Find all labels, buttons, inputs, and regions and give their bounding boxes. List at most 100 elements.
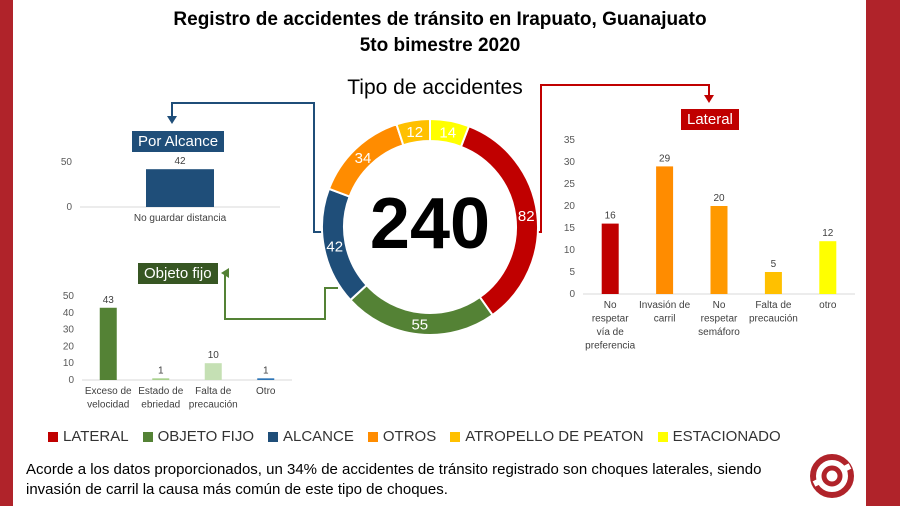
- arrow-head-objeto: [221, 268, 229, 278]
- legend: LATERAL OBJETO FIJO ALCANCE OTROS ATROPELLO …: [48, 428, 781, 445]
- connector-lateral: [530, 84, 710, 233]
- bar-3: [764, 272, 782, 294]
- bar-value-label-0: 43: [103, 295, 115, 306]
- bar-value-label-4: 12: [822, 228, 834, 239]
- y-tick-label: 0: [68, 375, 74, 386]
- category-label-2: respetar: [701, 314, 738, 325]
- category-label-2: precaución: [189, 400, 238, 411]
- bar-value-label-1: 29: [659, 153, 671, 164]
- bar-0: [99, 307, 117, 380]
- category-label-3: Falta de: [755, 300, 792, 311]
- bar-value-label-3: 5: [771, 259, 777, 270]
- y-tick-label: 40: [63, 308, 75, 319]
- category-label-0: velocidad: [87, 400, 129, 411]
- summary-note: Acorde a los datos proporcionados, un 34…: [26, 461, 762, 498]
- bar-value-label-0: 16: [605, 211, 617, 222]
- bar-1: [656, 166, 674, 294]
- legend-swatch: [367, 431, 378, 442]
- donut-chart: 82 55 42 34 12 14: [321, 117, 539, 336]
- bar-3: [257, 378, 275, 380]
- legend-label: ESTACIONADO: [672, 428, 781, 445]
- donut-slice-label-2: 42: [326, 238, 343, 255]
- category-label-1: Invasión de: [639, 300, 691, 311]
- category-label-2: No: [713, 300, 726, 311]
- bar-2: [204, 363, 222, 380]
- label-objeto-fijo: Objeto fijo: [138, 263, 218, 284]
- legend-item-2: ALCANCE: [268, 428, 354, 445]
- legend-item-3: OTROS: [367, 428, 437, 445]
- legend-swatch: [657, 431, 668, 442]
- donut-slice-label-4: 12: [406, 124, 423, 141]
- legend-label: OBJETO FIJO: [157, 428, 254, 445]
- category-label-4: otro: [819, 300, 837, 311]
- y-tick-label: 20: [564, 201, 576, 212]
- y-tick-label: 10: [63, 358, 75, 369]
- bar-value-label-2: 20: [713, 193, 725, 204]
- bar-chart-objeto: 0 10 20 30 40 50 43 Exceso de velocidad 1 Estado d…: [63, 291, 292, 411]
- bar-chart-alcance: 0 50 42 No guardar distancia: [61, 156, 280, 224]
- bar-1: [152, 378, 170, 380]
- bar-value-label-3: 1: [263, 365, 269, 376]
- legend-swatch: [48, 431, 58, 442]
- category-label-0: vía de: [597, 327, 625, 338]
- category-label-0: preferencia: [585, 341, 635, 352]
- donut-slice-label-1: 55: [411, 316, 428, 333]
- bar-0: [146, 169, 214, 207]
- legend-item-1: OBJETO FIJO: [142, 428, 254, 445]
- bar-chart-lateral: 0 5 10 15 20 25 30 35 16 No respetar vía de preferen…: [564, 135, 855, 352]
- category-label-0: No guardar distancia: [134, 213, 227, 224]
- y-tick-label: 0: [569, 289, 575, 300]
- donut-slice-label-3: 34: [355, 150, 372, 167]
- label-lateral: Lateral: [681, 109, 739, 130]
- right-accent-bar: [866, 0, 900, 506]
- legend-swatch: [142, 431, 153, 442]
- category-label-1: carril: [654, 314, 676, 325]
- arrow-head-alcance: [167, 116, 177, 124]
- page-title: Registro de accidentes de tránsito en Ir…: [173, 9, 707, 30]
- legend-swatch: [450, 431, 461, 442]
- bar-4: [819, 241, 837, 294]
- category-label-3: precaución: [749, 314, 798, 325]
- label-por-alcance: Por Alcance: [132, 131, 225, 152]
- legend-item-4: ATROPELLO DE PEATON: [450, 428, 644, 445]
- y-tick-label: 30: [63, 325, 75, 336]
- arrow-head-lateral: [704, 95, 714, 103]
- y-tick-label: 50: [61, 157, 73, 168]
- y-tick-label: 10: [564, 245, 576, 256]
- category-label-0: respetar: [592, 314, 629, 325]
- category-label-2: Falta de: [195, 386, 232, 397]
- legend-item-0: LATERAL: [48, 428, 129, 445]
- bar-value-label-1: 1: [158, 365, 164, 376]
- legend-item-5: ESTACIONADO: [657, 428, 781, 445]
- category-label-1: ebriedad: [141, 400, 180, 411]
- donut-total: 240: [370, 184, 490, 264]
- donut-slice-label-5: 14: [439, 125, 456, 142]
- legend-swatch: [268, 431, 278, 442]
- y-tick-label: 20: [63, 341, 75, 352]
- logo-icon: [810, 454, 854, 498]
- donut-slice-5: [429, 117, 471, 149]
- legend-label: ATROPELLO DE PEATON: [465, 428, 644, 445]
- category-label-3: Otro: [256, 386, 276, 397]
- y-tick-label: 30: [564, 157, 576, 168]
- y-tick-label: 5: [569, 267, 575, 278]
- page-subtitle: 5to bimestre 2020: [359, 35, 521, 56]
- category-label-1: Estado de: [138, 386, 183, 397]
- y-tick-label: 15: [564, 223, 576, 234]
- category-label-0: No: [604, 300, 617, 311]
- donut-title: Tipo de accidentes: [347, 76, 523, 99]
- legend-label: ALCANCE: [283, 428, 354, 445]
- y-tick-label: 25: [564, 179, 576, 190]
- bar-0: [601, 223, 619, 294]
- donut-slice-label-0: 82: [518, 208, 535, 225]
- y-tick-label: 35: [564, 135, 576, 146]
- bar-value-label-2: 10: [208, 350, 220, 361]
- y-tick-label: 50: [63, 291, 75, 302]
- left-accent-bar: [0, 0, 13, 506]
- y-tick-label: 0: [66, 202, 72, 213]
- category-label-0: Exceso de: [85, 386, 132, 397]
- bar-value-label-0: 42: [174, 156, 186, 167]
- legend-label: OTROS: [382, 428, 437, 445]
- bar-2: [710, 206, 728, 294]
